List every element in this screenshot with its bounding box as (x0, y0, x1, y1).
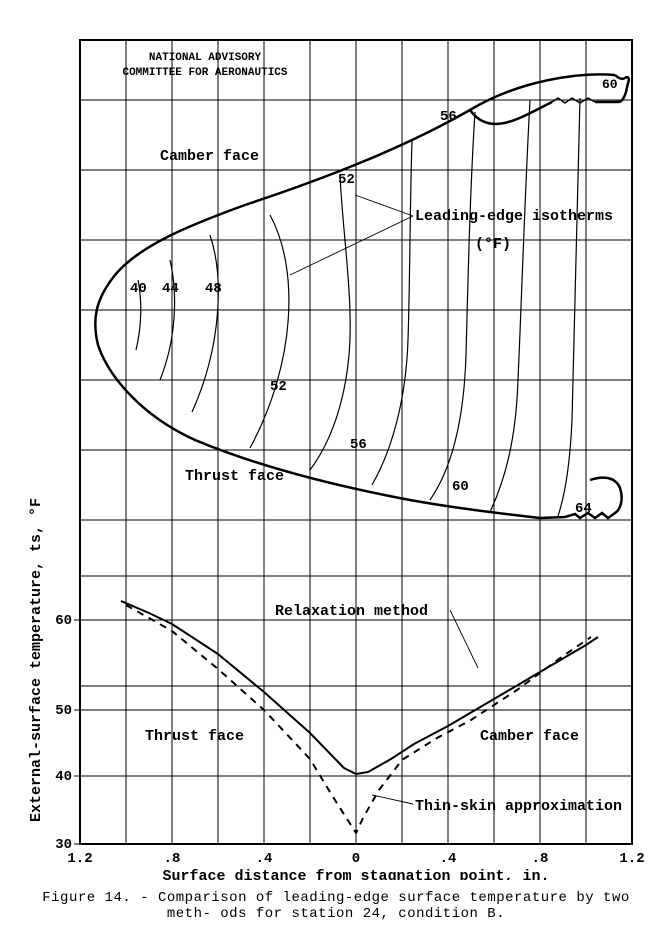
thrust-face-label: Thrust face (185, 468, 284, 485)
xtick: 1.2 (67, 851, 92, 867)
x-axis-label: Surface distance from stagnation point, … (162, 868, 549, 880)
ytick: 50 (55, 703, 72, 719)
iso-label: 52 (270, 379, 287, 395)
thrust-face-lower: Thrust face (145, 728, 244, 745)
thin-skin-label: Thin-skin approximation (415, 798, 622, 815)
upper-panel: 40 44 48 52 52 56 56 60 60 64 Camber fac… (95, 74, 629, 518)
iso-label: 52 (338, 172, 355, 188)
iso-label: 40 (130, 281, 147, 297)
iso-label: 56 (350, 437, 367, 453)
x-ticks: 1.2 .8 .4 0 .4 .8 1.2 (67, 851, 644, 867)
header-line1: NATIONAL ADVISORY (149, 52, 262, 64)
ytick: 40 (55, 769, 72, 785)
figure-caption: Figure 14. - Comparison of leading-edge … (20, 890, 652, 922)
isotherms-callout-2: (°F) (475, 236, 511, 253)
leader-2 (355, 195, 413, 216)
xtick: .8 (532, 851, 549, 867)
ytick: 60 (55, 613, 72, 629)
camber-face-lower: Camber face (480, 728, 579, 745)
iso-label: 44 (162, 281, 179, 297)
caption-text: Figure 14. - Comparison of leading-edge … (42, 890, 630, 922)
iso-label: 48 (205, 281, 222, 297)
xtick: .4 (256, 851, 273, 867)
thin-skin-leader (372, 795, 413, 804)
y-ticks: 30 40 50 60 (55, 613, 72, 853)
camber-face-label: Camber face (160, 148, 259, 165)
iso-label: 56 (440, 109, 457, 125)
leader-1 (290, 216, 413, 275)
xtick: .4 (440, 851, 457, 867)
bottom-closure (590, 478, 622, 513)
xtick: .8 (164, 851, 181, 867)
iso-label: 64 (575, 501, 592, 517)
y-axis-label: External-surface temperature, ts, °F (28, 498, 45, 822)
relaxation-leader (450, 610, 478, 668)
xtick: 0 (352, 851, 360, 867)
iso-label: 60 (452, 479, 469, 495)
figure-container: NATIONAL ADVISORY COMMITTEE FOR AERONAUT… (20, 20, 652, 922)
figure-svg: NATIONAL ADVISORY COMMITTEE FOR AERONAUT… (20, 20, 652, 880)
header-line2: COMMITTEE FOR AERONAUTICS (122, 67, 287, 79)
relaxation-label: Relaxation method (275, 603, 428, 620)
isotherms-callout-1: Leading-edge isotherms (415, 208, 613, 225)
iso-label: 60 (602, 77, 618, 92)
xtick: 1.2 (619, 851, 644, 867)
relaxation-curve (121, 601, 598, 774)
